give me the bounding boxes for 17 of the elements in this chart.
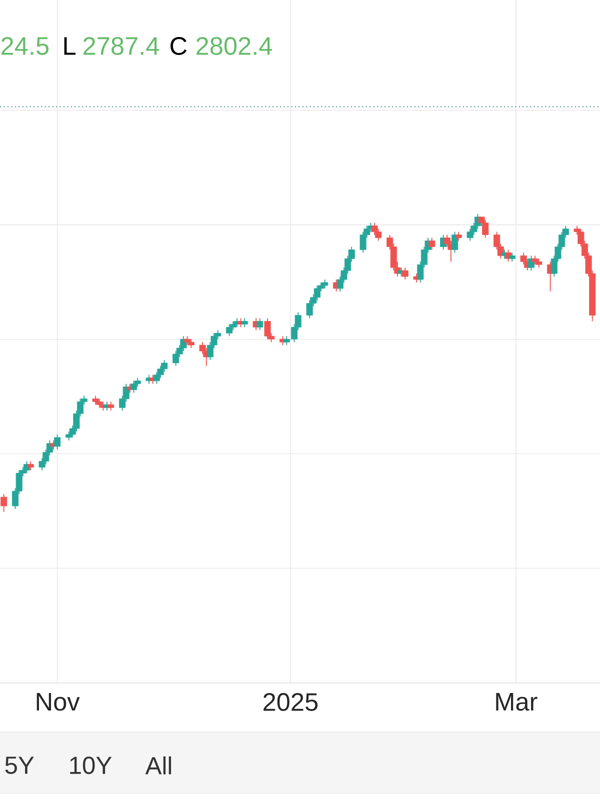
x-tick-label: 2025	[264, 693, 318, 711]
candlestick	[264, 318, 271, 340]
text: 24.5	[2, 37, 49, 55]
candlestick	[226, 324, 233, 337]
candlestick	[482, 219, 489, 238]
x-tick-label: Mar	[496, 693, 538, 711]
x-tick-label: Nov	[36, 693, 80, 711]
text: 2787.4	[84, 37, 159, 55]
text: 10Y	[70, 756, 112, 774]
text: All	[145, 756, 172, 774]
candlestick	[428, 237, 436, 250]
text: L	[64, 37, 76, 55]
text: 5Y	[5, 756, 34, 774]
text: C	[170, 37, 187, 55]
candlestick	[130, 380, 138, 394]
candlestick	[0, 494, 8, 512]
text: 2802.4	[196, 37, 272, 55]
